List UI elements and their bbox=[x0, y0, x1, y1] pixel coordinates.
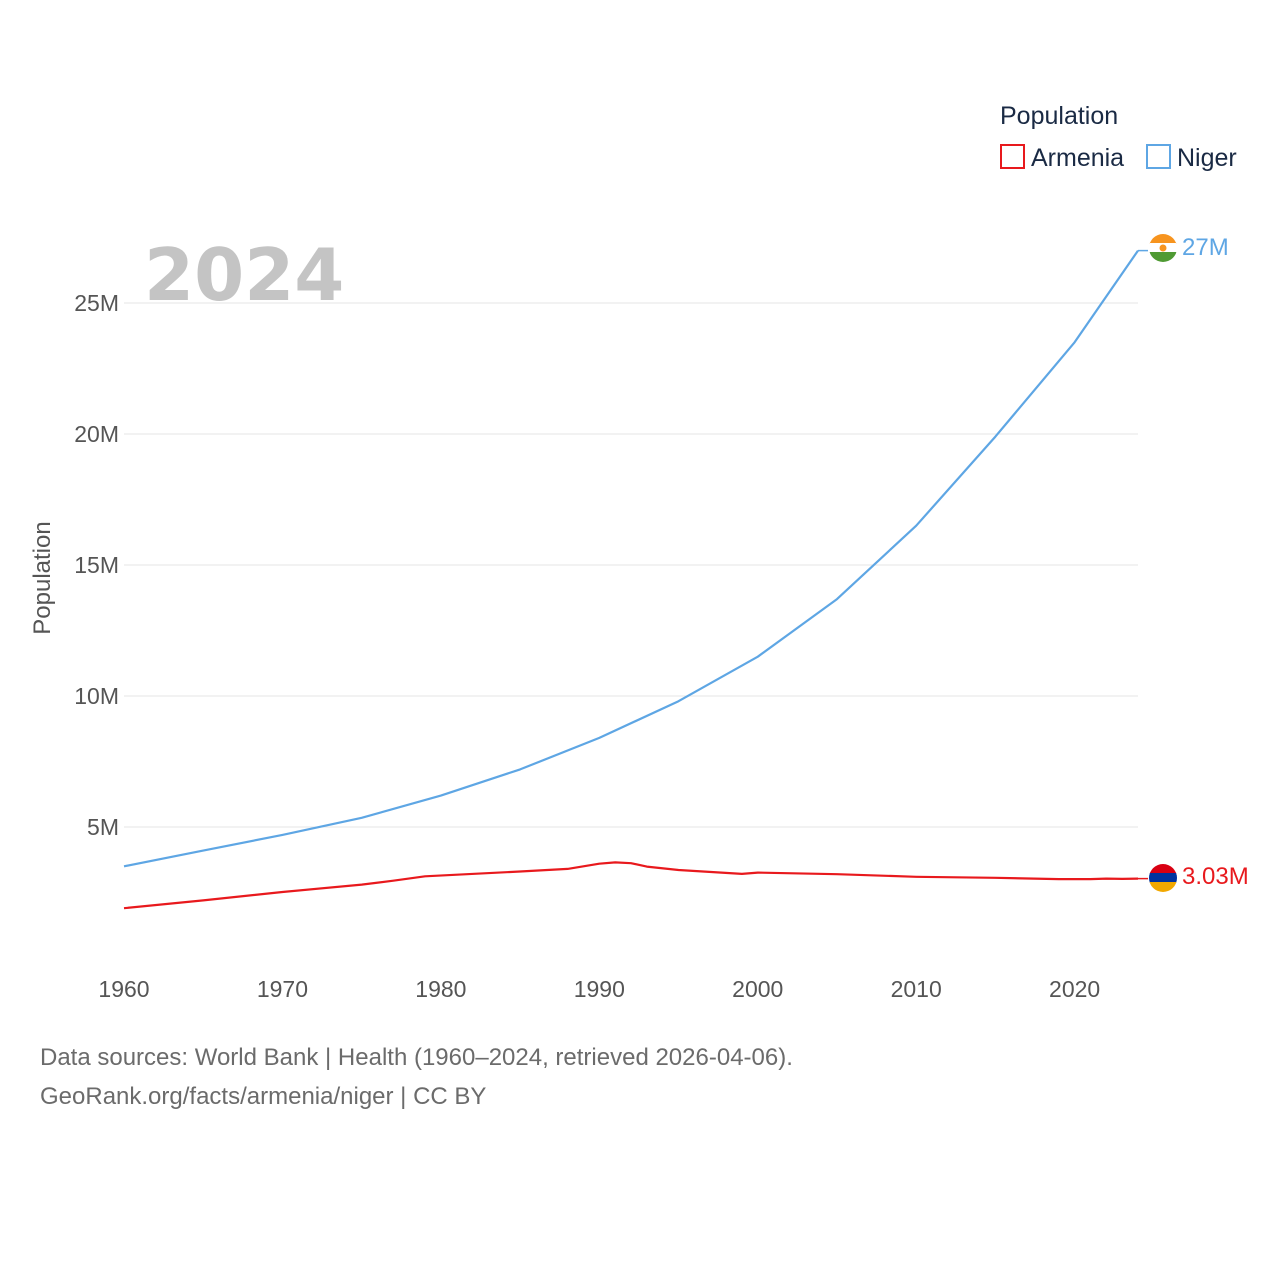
series-line-armenia[interactable] bbox=[123, 861, 1139, 910]
x-tick-label: 1990 bbox=[574, 976, 625, 1002]
series-line-niger[interactable] bbox=[123, 249, 1139, 868]
end-label-armenia: 3.03M bbox=[1182, 863, 1249, 890]
armenia-flag-icon bbox=[1149, 864, 1177, 892]
y-tick-label: 10M bbox=[74, 683, 119, 709]
y-axis-ticks: 5M 10M 15M 20M 25M bbox=[74, 290, 119, 840]
y-tick-label: 5M bbox=[87, 814, 119, 840]
x-tick-label: 1960 bbox=[98, 976, 149, 1002]
legend-title: Population bbox=[1000, 102, 1118, 130]
legend-label-armenia: Armenia bbox=[1031, 144, 1124, 172]
x-tick-label: 1970 bbox=[257, 976, 308, 1002]
x-tick-label: 2000 bbox=[732, 976, 783, 1002]
y-tick-label: 25M bbox=[74, 290, 119, 316]
x-tick-label: 2010 bbox=[891, 976, 942, 1002]
footer-attribution[interactable]: GeoRank.org/facts/armenia/niger | CC BY bbox=[40, 1083, 487, 1110]
legend-label-niger: Niger bbox=[1177, 144, 1237, 172]
legend-item-niger[interactable]: Niger bbox=[1146, 144, 1237, 172]
year-label: 2024 bbox=[144, 233, 344, 317]
x-tick-label: 2020 bbox=[1049, 976, 1100, 1002]
end-label-niger: 27M bbox=[1182, 234, 1229, 261]
y-tick-label: 20M bbox=[74, 421, 119, 447]
x-axis-ticks: 1960 1970 1980 1990 2000 2010 2020 bbox=[98, 976, 1100, 1002]
gridlines bbox=[124, 302, 1138, 828]
y-axis-label: Population bbox=[29, 521, 56, 634]
series-lines bbox=[123, 249, 1148, 910]
y-tick-label: 15M bbox=[74, 552, 119, 578]
legend-swatch-niger bbox=[1146, 144, 1171, 169]
legend: Population Armenia Niger bbox=[1000, 102, 1237, 172]
legend-swatch-armenia bbox=[1000, 144, 1025, 169]
x-tick-label: 1980 bbox=[415, 976, 466, 1002]
footer-sources: Data sources: World Bank | Health (1960–… bbox=[40, 1044, 793, 1071]
niger-flag-icon bbox=[1149, 234, 1177, 262]
legend-item-armenia[interactable]: Armenia bbox=[1000, 144, 1124, 172]
